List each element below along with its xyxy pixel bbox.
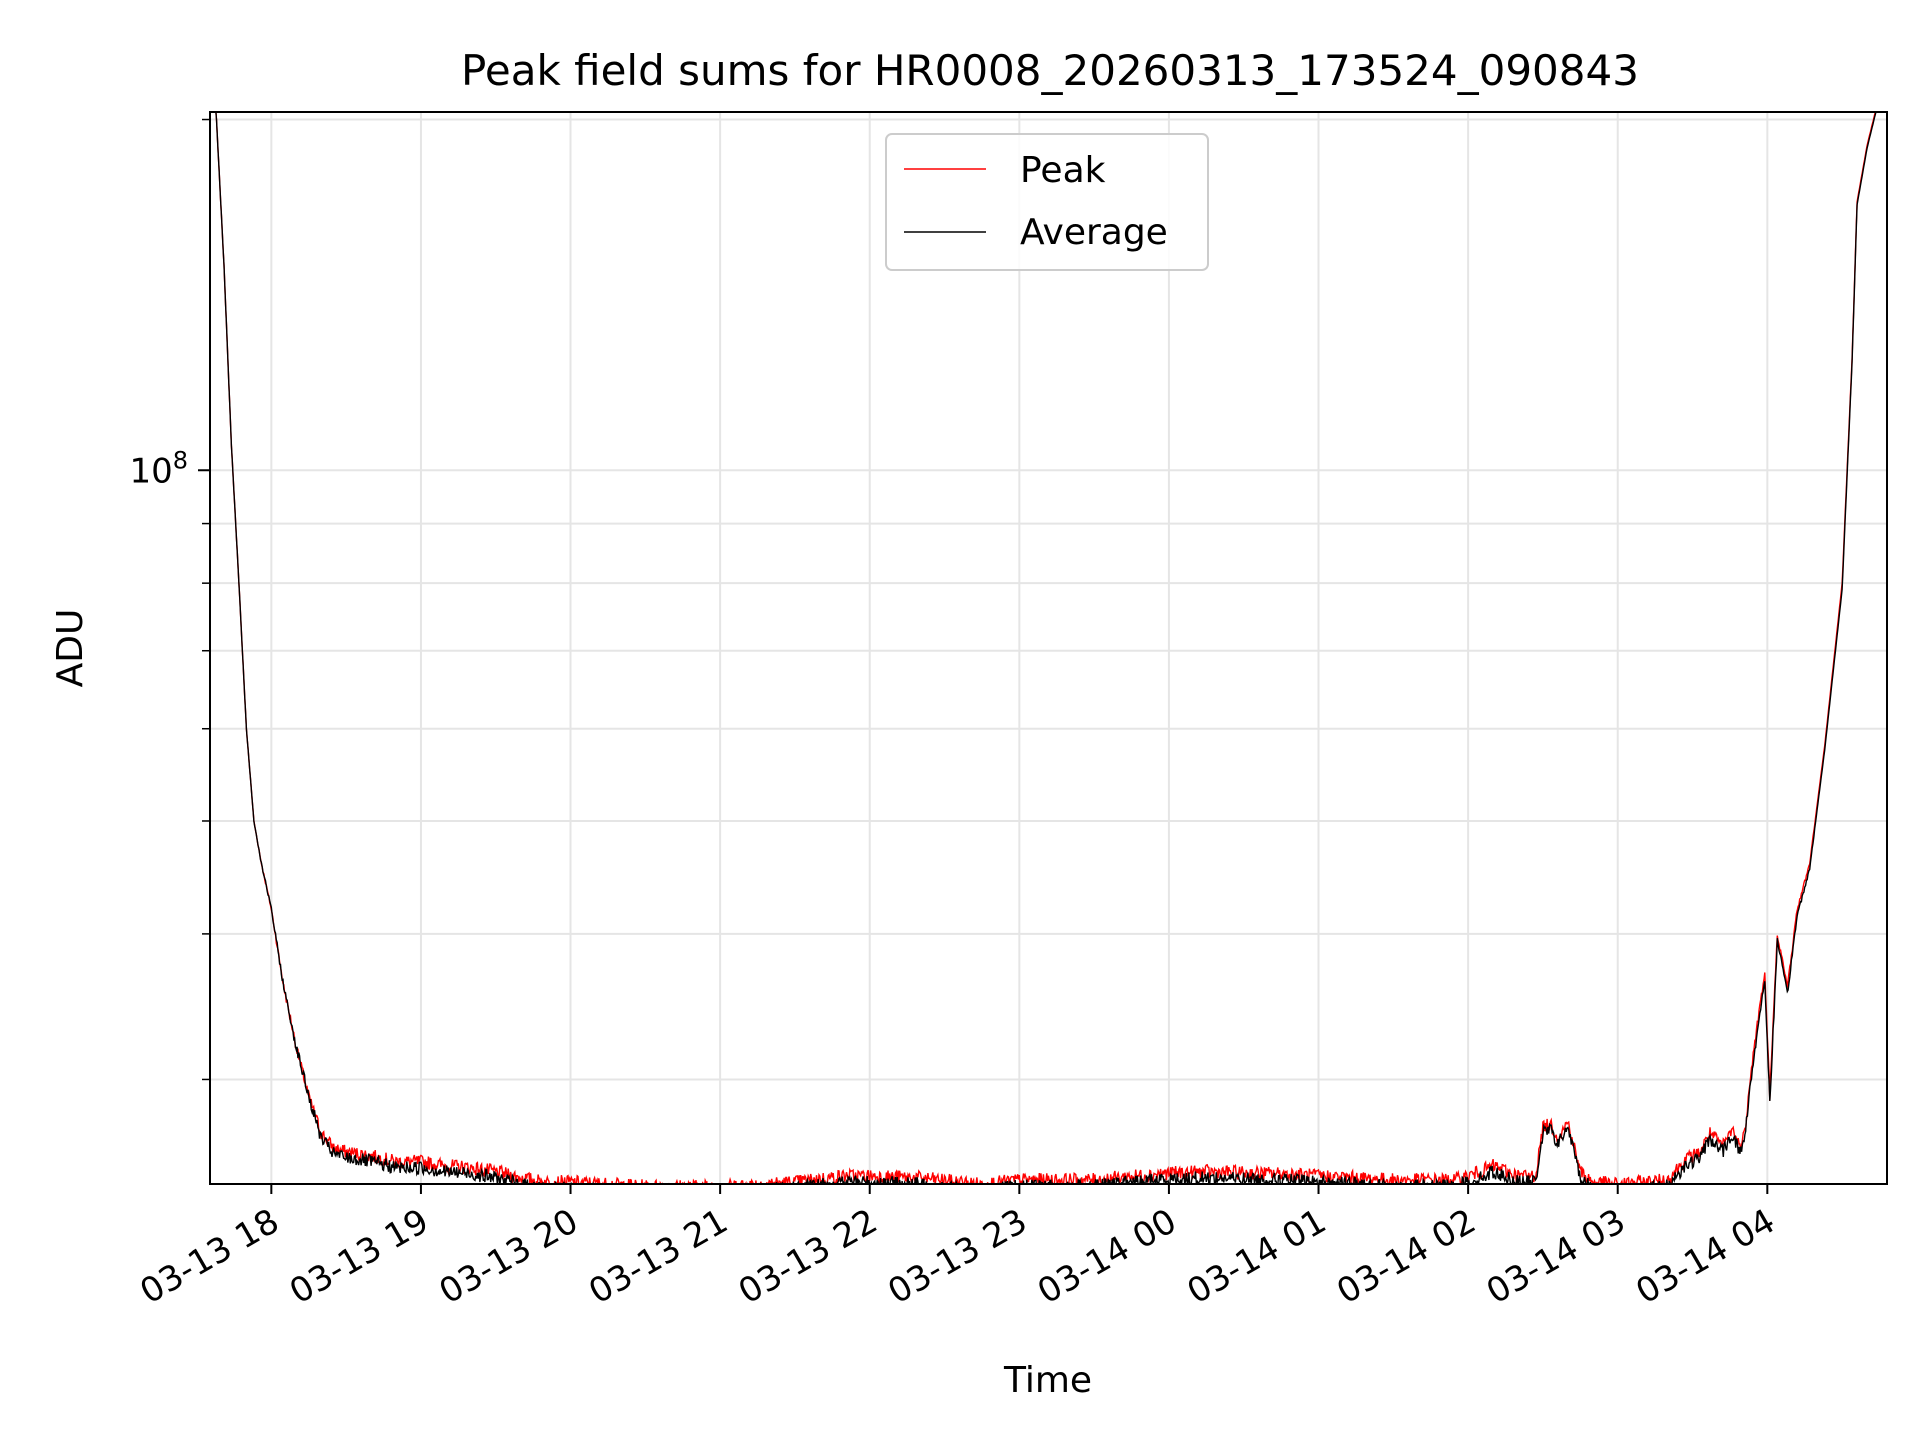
legend: Peak Average: [885, 133, 1209, 271]
chart-title: Peak field sums for HR0008_20260313_1735…: [461, 46, 1639, 95]
legend-label-peak: Peak: [1020, 150, 1106, 191]
axes-frame: [209, 111, 1888, 1185]
series-line-average: [215, 112, 1877, 1184]
x-axis-label: Time: [1003, 1360, 1092, 1401]
legend-label-average: Average: [1020, 212, 1168, 253]
grid: [210, 112, 1887, 1184]
plot-area: [215, 112, 1877, 1184]
series-line-peak: [215, 112, 1877, 1184]
legend-box: [885, 133, 1209, 271]
y-axis-label: ADU: [50, 609, 91, 688]
y-axis: 108: [129, 118, 210, 1081]
y-tick-label: 108: [129, 446, 188, 491]
